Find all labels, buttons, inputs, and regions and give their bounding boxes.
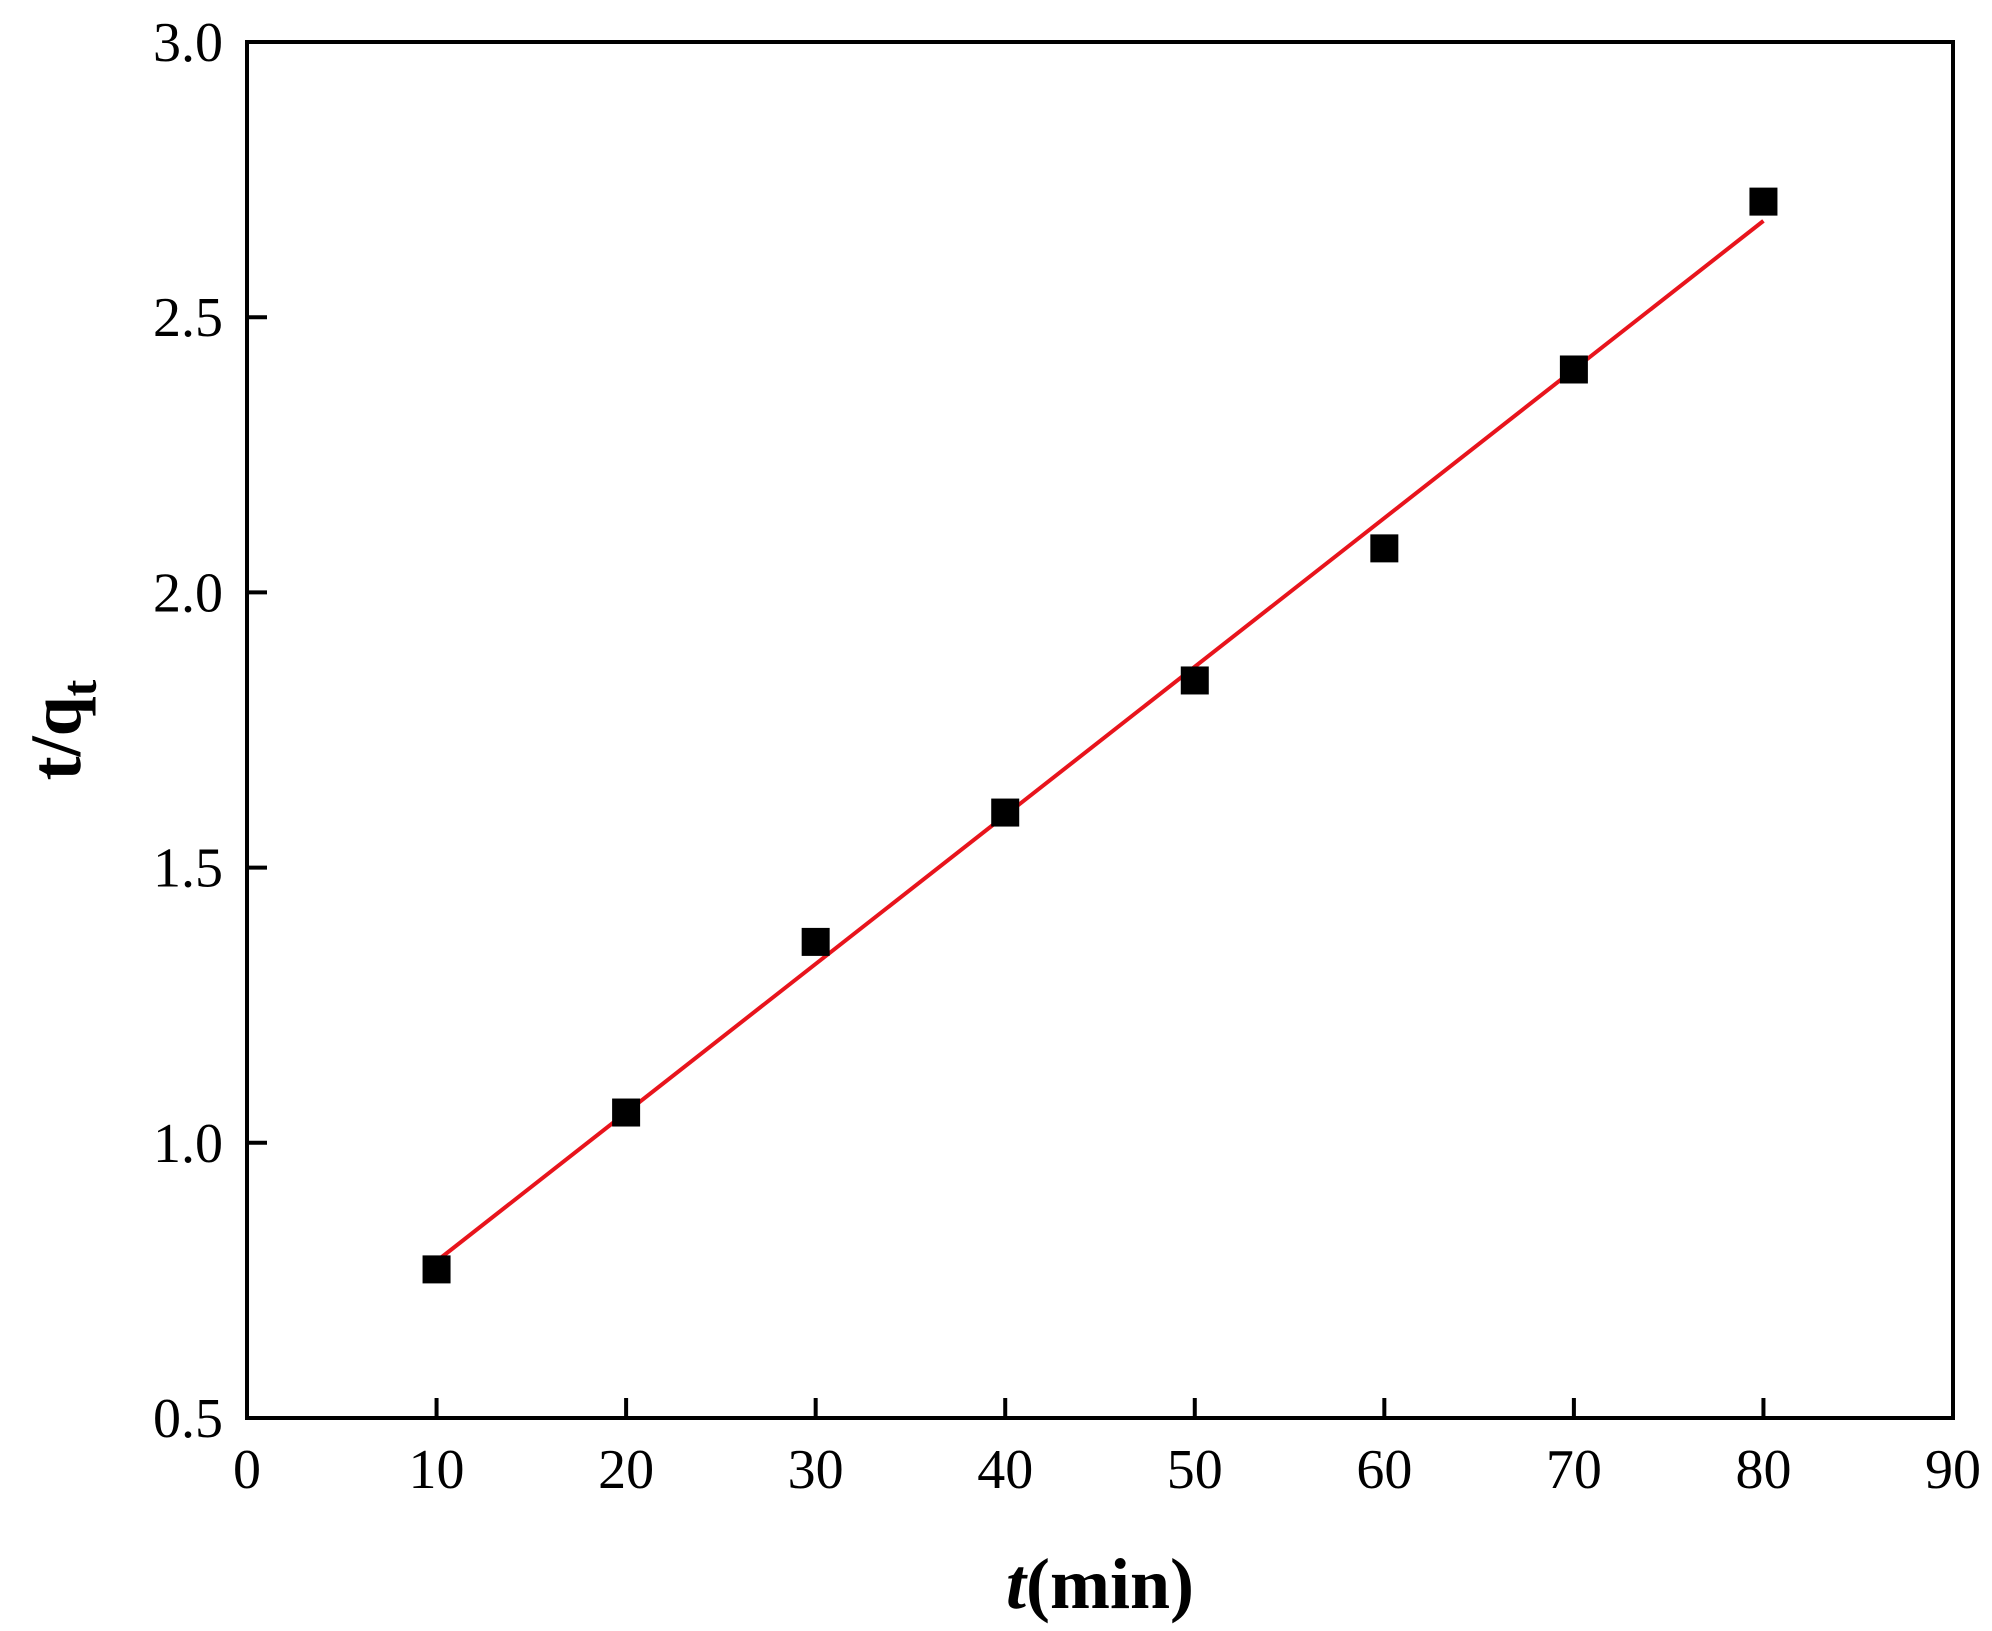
fit-line	[435, 219, 1765, 1263]
data-point	[612, 1098, 641, 1127]
y-axis-title-subscript: t	[51, 679, 107, 696]
x-tick-label: 40	[977, 1439, 1033, 1501]
y-tick-label: 3.0	[153, 12, 223, 74]
data-point	[1749, 187, 1778, 216]
x-axis-title: t(min)	[1006, 1544, 1194, 1624]
x-axis-title-unit: (min)	[1026, 1544, 1194, 1624]
x-tick-label: 70	[1546, 1439, 1602, 1501]
plot-frame	[245, 40, 1955, 1420]
data-point	[1370, 534, 1399, 563]
data-point	[422, 1255, 451, 1284]
y-axis-ticks: 0.5 1.0 1.5 2.0 2.5 3.0	[153, 12, 267, 1450]
x-axis-title-italic: t	[1006, 1544, 1028, 1624]
x-axis-ticks: 0 10 20 30 40 50 60 70 80 90	[233, 1398, 1981, 1501]
y-tick-label: 2.5	[153, 287, 223, 349]
fit-line-group	[435, 219, 1765, 1263]
x-tick-label: 20	[598, 1439, 654, 1501]
y-axis-title: t/qt	[16, 679, 107, 780]
y-tick-label: 1.5	[153, 838, 223, 900]
x-tick-label: 90	[1925, 1439, 1981, 1501]
y-tick-label: 1.0	[153, 1113, 223, 1175]
data-points	[422, 187, 1778, 1284]
data-point	[1559, 355, 1588, 384]
data-point	[1180, 666, 1209, 695]
x-tick-label: 60	[1356, 1439, 1412, 1501]
y-tick-label: 2.0	[153, 562, 223, 624]
y-axis-title-base: t/q	[16, 696, 96, 780]
data-point	[991, 798, 1020, 827]
x-tick-label: 0	[233, 1439, 261, 1501]
data-point	[801, 927, 830, 956]
x-tick-label: 10	[409, 1439, 465, 1501]
x-tick-label: 50	[1167, 1439, 1223, 1501]
x-tick-label: 30	[788, 1439, 844, 1501]
y-tick-label: 0.5	[153, 1388, 223, 1450]
x-tick-label: 80	[1735, 1439, 1791, 1501]
